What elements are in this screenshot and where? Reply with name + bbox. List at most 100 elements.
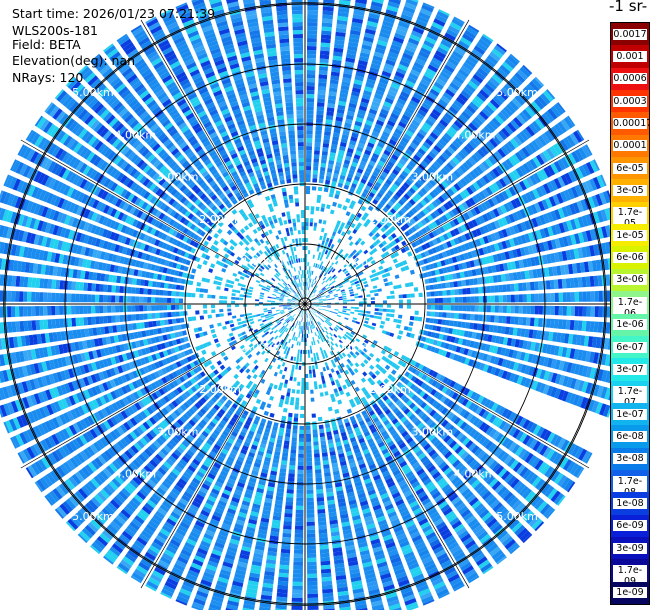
ray-bin: [413, 154, 421, 162]
ray-bin: [247, 353, 253, 359]
ray-bin: [473, 45, 486, 55]
ray-bin: [360, 48, 371, 55]
ray-bin: [537, 281, 543, 290]
ray-bin: [453, 183, 461, 192]
ray-bin: [316, 118, 323, 123]
ray-bin: [516, 328, 522, 337]
ray-bin: [537, 318, 543, 327]
ray-bin: [317, 513, 326, 518]
ray-bin: [344, 61, 355, 67]
ray-bin: [540, 463, 551, 475]
ray-bin: [452, 50, 464, 60]
ray-bin: [586, 306, 591, 317]
ray-bin: [306, 130, 313, 135]
ray-bin: [385, 164, 393, 171]
ray-bin: [435, 50, 447, 59]
ray-bin: [290, 449, 297, 454]
ray-bin: [416, 253, 423, 260]
ray-bin: [306, 158, 312, 163]
ray-bin: [413, 61, 424, 70]
ray-bin: [520, 221, 527, 232]
ray-bin: [518, 294, 523, 303]
ray-bin: [393, 75, 404, 83]
ray-bin: [461, 262, 468, 270]
ray-bin: [459, 408, 467, 417]
ray-bin: [322, 18, 333, 24]
ray-bin: [324, 241, 329, 246]
ray-bin: [444, 258, 450, 266]
ray-bin: [562, 306, 567, 316]
ray-bin: [512, 428, 521, 439]
ray-bin: [556, 192, 564, 204]
ray-bin: [441, 386, 449, 394]
ray-bin: [527, 353, 534, 363]
ray-bin: [320, 207, 325, 212]
ray-bin: [307, 349, 310, 354]
ray-bin: [281, 362, 286, 367]
ray-bin: [333, 312, 338, 315]
ray-bin: [475, 406, 483, 415]
ray-bin: [503, 106, 514, 117]
ray-bin: [419, 210, 426, 218]
ray-bin: [549, 318, 555, 329]
ray-bin: [388, 0, 401, 5]
ray-bin: [374, 276, 379, 281]
ray-bin: [463, 175, 471, 184]
ray-bin: [344, 180, 351, 186]
ray-bin: [371, 269, 376, 274]
ray-bin: [441, 152, 450, 160]
ray-bin: [417, 109, 427, 117]
ray-bin: [333, 169, 340, 175]
ray-bin: [522, 64, 533, 75]
ray-bin: [326, 107, 335, 113]
ray-bin: [509, 138, 519, 149]
ray-bin: [539, 242, 546, 252]
ray-bin: [396, 335, 402, 340]
ray-bin: [307, 282, 309, 287]
ray-bin: [503, 84, 515, 95]
ray-bin: [515, 415, 524, 426]
ray-bin: [514, 316, 519, 325]
ray-bin: [298, 445, 304, 450]
ray-bin: [393, 105, 403, 113]
ray-bin: [418, 292, 423, 298]
ray-bin: [321, 30, 332, 36]
ray-bin: [309, 270, 312, 275]
ray-bin: [457, 280, 462, 287]
ray-bin: [280, 460, 288, 465]
ray-bin: [305, 238, 308, 243]
ray-bin: [318, 70, 328, 76]
ray-bin: [516, 248, 522, 257]
ray-bin: [538, 293, 543, 303]
ray-bin: [369, 250, 375, 256]
ray-bin: [417, 245, 424, 252]
ray-bin: [306, 138, 313, 143]
ray-bin: [379, 324, 384, 329]
ray-bin: [322, 10, 334, 16]
ray-bin: [318, 521, 327, 526]
ray-bin: [475, 361, 482, 370]
ray-bin: [364, 264, 369, 269]
ray-bin: [376, 192, 383, 199]
ray-bin: [427, 115, 437, 124]
ray-bin: [535, 229, 543, 240]
ray-bin: [441, 251, 448, 258]
ray-bin: [463, 86, 474, 96]
ray-bin: [573, 320, 579, 331]
ray-bin: [322, 288, 327, 292]
ray-bin: [417, 316, 423, 322]
ray-bin: [436, 340, 442, 347]
ray-bin: [457, 321, 462, 328]
ray-bin: [363, 280, 368, 285]
ray-bin: [478, 408, 486, 417]
ray-bin: [353, 10, 365, 16]
ray-bin: [295, 397, 300, 402]
ray-bin: [440, 260, 446, 267]
ray-bin: [589, 160, 599, 173]
ray-bin: [557, 346, 564, 357]
ray-bin: [423, 196, 431, 204]
ray-bin: [328, 95, 337, 101]
ray-bin: [463, 252, 469, 260]
ray-bin: [435, 185, 443, 194]
ray-bin: [362, 261, 367, 266]
